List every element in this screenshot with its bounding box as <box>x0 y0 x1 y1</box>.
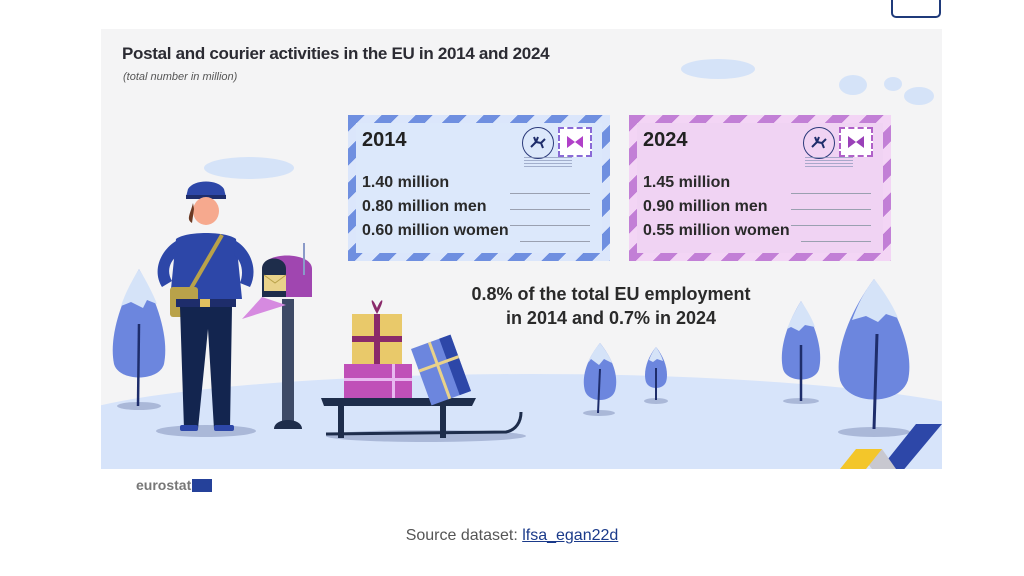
cloud-decoration <box>204 157 294 179</box>
logo-text: eurostat <box>136 477 192 493</box>
snowy-tree-icon <box>781 301 821 404</box>
card-total: 1.45 million <box>643 174 731 191</box>
postmark-waves-icon <box>805 157 853 167</box>
infographic: Postal and courier activities in the EU … <box>101 29 942 469</box>
statement-line-2: in 2014 and 0.7% in 2024 <box>505 308 717 328</box>
statement-line-1: 0.8% of the total EU employment <box>471 284 751 304</box>
bow-stamp-icon <box>558 127 592 157</box>
address-line <box>791 225 871 226</box>
postmark-waves-icon <box>524 157 572 167</box>
card-year: 2024 <box>643 129 688 151</box>
address-line <box>791 193 871 194</box>
postman-illustration <box>156 181 312 437</box>
snowy-tree-icon <box>644 347 668 404</box>
snowy-tree-icon <box>583 343 617 416</box>
sled-with-gifts-illustration <box>321 300 526 442</box>
cloud-decoration <box>681 59 755 79</box>
cloud-decoration <box>884 77 902 91</box>
address-line <box>801 241 871 242</box>
card-2024: 2024 1.45 million 0.90 million men 0.55 … <box>629 115 891 261</box>
eu-flag-icon <box>192 478 213 492</box>
infographic-title: Postal and courier activities in the EU … <box>122 44 550 63</box>
card-total: 1.40 million <box>362 174 450 191</box>
address-line <box>510 225 590 226</box>
card-women: 0.60 million women <box>362 222 509 239</box>
snowy-tree-icon <box>838 279 910 437</box>
bow-stamp-icon <box>839 127 873 157</box>
infographic-subtitle: (total number in million) <box>123 71 238 83</box>
card-year: 2014 <box>362 129 407 151</box>
corner-button[interactable] <box>891 0 941 18</box>
employment-share-statement: 0.8% of the total EU employment in 2014 … <box>461 282 761 330</box>
card-men: 0.80 million men <box>362 198 487 215</box>
source-dataset-link[interactable]: lfsa_egan22d <box>522 527 619 544</box>
card-men: 0.90 million men <box>643 198 768 215</box>
source-dataset: Source dataset: lfsa_egan22d <box>0 527 1024 545</box>
card-women: 0.55 million women <box>643 222 790 239</box>
cloud-decoration <box>904 87 934 105</box>
address-line <box>510 209 590 210</box>
card-2014: 2014 1.40 million 0.80 million men 0.60 … <box>348 115 610 261</box>
address-line <box>520 241 590 242</box>
address-line <box>791 209 871 210</box>
address-line <box>510 193 590 194</box>
eurostat-swoosh-decoration <box>840 424 942 469</box>
reindeer-postmark-icon <box>803 127 835 159</box>
eurostat-logo: eurostat <box>136 477 213 493</box>
reindeer-postmark-icon <box>522 127 554 159</box>
cloud-decoration <box>839 75 867 95</box>
snowy-tree-icon <box>112 269 166 410</box>
source-label: Source dataset: <box>405 527 523 544</box>
